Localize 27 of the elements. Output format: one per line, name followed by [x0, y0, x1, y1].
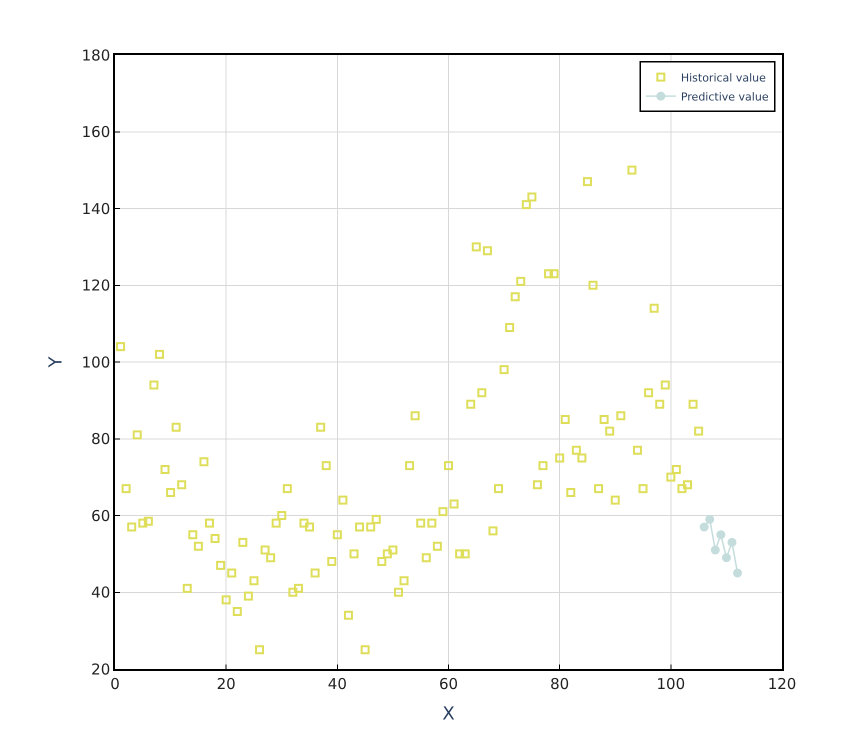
x-tick-label: 60 — [438, 674, 458, 693]
point — [705, 514, 714, 524]
point — [716, 530, 726, 540]
y-tick-label: 20 — [91, 660, 110, 678]
y-tick-label: 40 — [91, 584, 110, 602]
point — [733, 568, 742, 578]
x-tick-label: 0 — [110, 674, 120, 693]
x-tick-label: 100 — [656, 674, 686, 693]
y-tick-label: 100 — [82, 353, 110, 372]
point — [710, 546, 720, 555]
y-tick-label: 80 — [91, 430, 110, 448]
y-tick-label: 180 — [82, 46, 110, 64]
y-tick-label: 60 — [91, 506, 110, 525]
x-tick-label: 40 — [328, 674, 347, 693]
legend-label: Predictive value — [680, 90, 769, 104]
y-tick-label: 160 — [82, 123, 110, 141]
legend-label: Historical value — [680, 71, 766, 84]
point — [727, 538, 736, 547]
y-tick-label: 140 — [82, 200, 110, 218]
x-tick-label: 20 — [216, 674, 236, 693]
x-tick-label: 120 — [768, 674, 796, 693]
x-tick-label: 80 — [550, 674, 570, 693]
y-axis-title: Y — [45, 356, 66, 368]
point — [722, 553, 731, 562]
x-axis-title: X — [442, 703, 455, 724]
point — [700, 522, 709, 532]
y-tick-label: 120 — [82, 276, 110, 294]
